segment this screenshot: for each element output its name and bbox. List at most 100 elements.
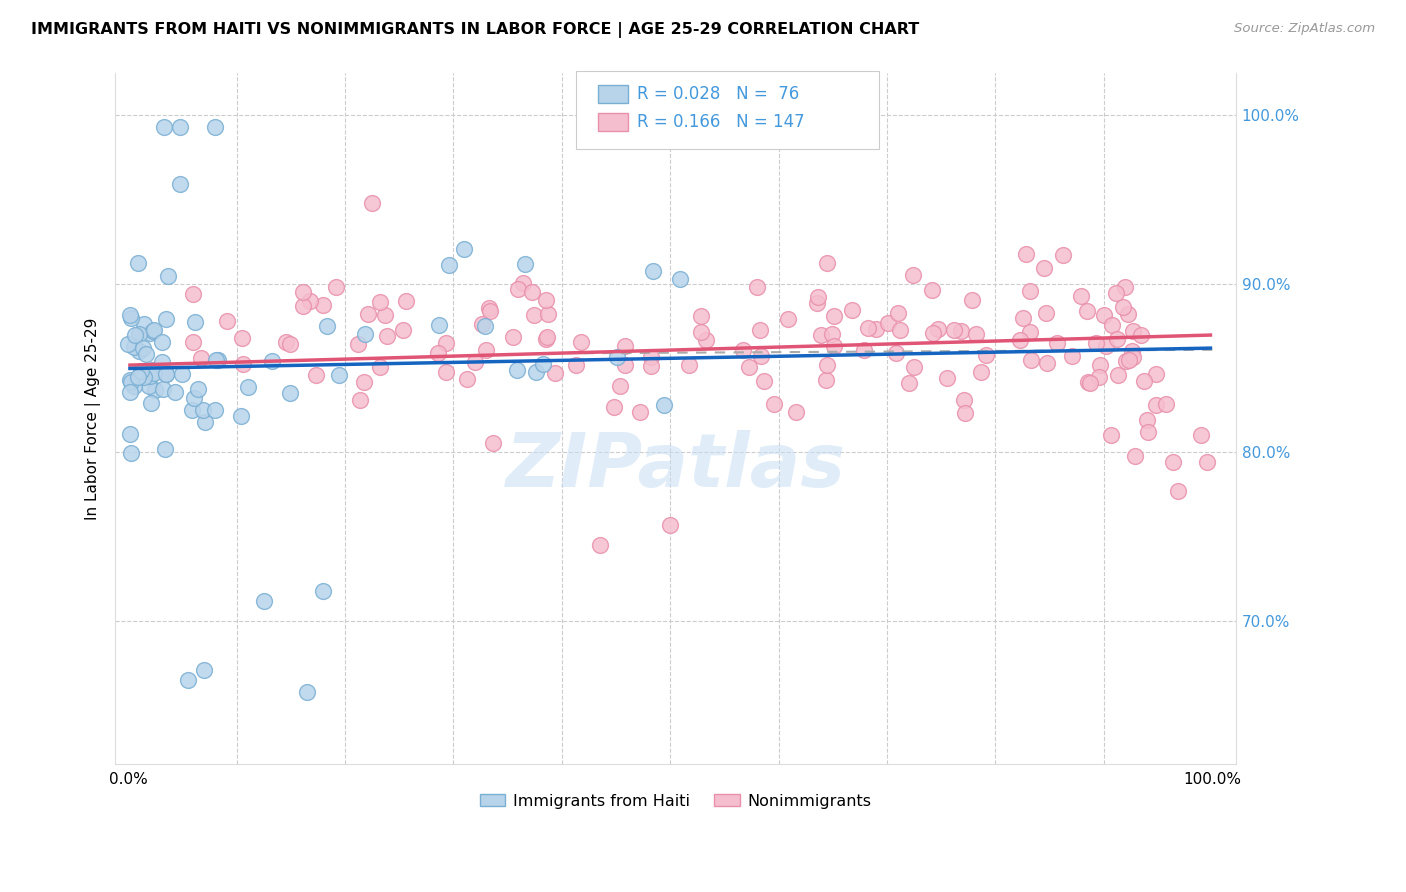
Point <box>733 343 755 357</box>
Point <box>138 369 160 384</box>
Point <box>128 327 150 342</box>
Point <box>193 663 215 677</box>
Point <box>609 379 631 393</box>
Point <box>898 376 921 390</box>
Point <box>181 286 204 301</box>
Point <box>478 304 501 318</box>
Point <box>135 347 157 361</box>
Point <box>238 380 260 394</box>
Point <box>183 391 205 405</box>
Point <box>127 256 149 270</box>
Point <box>463 355 485 369</box>
Point <box>927 322 949 336</box>
Point <box>298 294 321 309</box>
Text: ZIPatlas: ZIPatlas <box>506 431 845 503</box>
Point <box>865 321 887 335</box>
Point <box>132 317 155 331</box>
Point <box>427 346 450 360</box>
Point <box>936 371 959 385</box>
Point <box>689 310 711 324</box>
Point <box>678 359 700 373</box>
Point <box>652 399 675 413</box>
Point <box>520 285 543 299</box>
Point <box>169 178 191 192</box>
Point <box>1077 375 1099 389</box>
Point <box>1167 483 1189 498</box>
Point <box>120 384 142 399</box>
Point <box>475 343 498 357</box>
Point <box>970 365 993 379</box>
Point <box>889 323 911 337</box>
Point <box>886 346 908 360</box>
Point <box>177 673 200 687</box>
Point <box>150 334 173 349</box>
Point <box>155 367 177 381</box>
Point <box>1121 344 1143 359</box>
Point <box>1011 311 1033 326</box>
Point <box>1122 350 1144 364</box>
Point <box>118 373 141 387</box>
Point <box>194 415 217 429</box>
Point <box>1033 261 1056 276</box>
Point <box>1062 349 1084 363</box>
Point <box>1046 336 1069 351</box>
Point <box>853 343 876 357</box>
Point <box>207 352 229 367</box>
Y-axis label: In Labor Force | Age 25-29: In Labor Force | Age 25-29 <box>86 318 101 520</box>
Point <box>814 373 837 387</box>
Point <box>124 340 146 354</box>
Point <box>856 321 879 335</box>
Point <box>143 323 166 337</box>
Point <box>506 282 529 296</box>
Point <box>129 363 152 377</box>
Point <box>1101 318 1123 333</box>
Point <box>974 347 997 361</box>
Point <box>204 120 226 134</box>
Point <box>1114 280 1136 294</box>
Point <box>155 311 177 326</box>
Point <box>204 353 226 368</box>
Point <box>1036 356 1059 370</box>
Point <box>141 396 163 410</box>
Point <box>453 242 475 256</box>
Point <box>143 383 166 397</box>
Point <box>142 366 165 380</box>
Point <box>180 403 202 417</box>
Point <box>749 323 772 337</box>
Point <box>190 351 212 365</box>
Point <box>887 306 910 320</box>
Point <box>754 374 776 388</box>
Point <box>231 331 253 345</box>
Point <box>1070 289 1092 303</box>
Point <box>901 268 924 282</box>
Point <box>950 324 973 338</box>
Point <box>922 326 945 340</box>
Point <box>1078 376 1101 390</box>
Point <box>152 382 174 396</box>
Point <box>640 359 662 373</box>
Point <box>434 336 457 351</box>
Point <box>127 370 149 384</box>
Point <box>1144 398 1167 412</box>
Point <box>1112 301 1135 315</box>
Point <box>524 365 547 379</box>
Point <box>1137 425 1160 439</box>
Point <box>120 446 142 460</box>
Point <box>614 358 637 372</box>
Point <box>603 400 626 414</box>
Point <box>807 290 830 304</box>
Point <box>543 366 565 380</box>
Point <box>278 386 301 401</box>
Point <box>118 308 141 322</box>
Point <box>614 339 637 353</box>
Point <box>395 294 418 309</box>
Point <box>823 309 845 323</box>
Point <box>456 372 478 386</box>
Point <box>569 334 592 349</box>
Point <box>1154 397 1177 411</box>
Point <box>215 314 238 328</box>
Point <box>695 333 717 347</box>
Point <box>163 384 186 399</box>
Point <box>170 367 193 381</box>
Text: Source: ZipAtlas.com: Source: ZipAtlas.com <box>1234 22 1375 36</box>
